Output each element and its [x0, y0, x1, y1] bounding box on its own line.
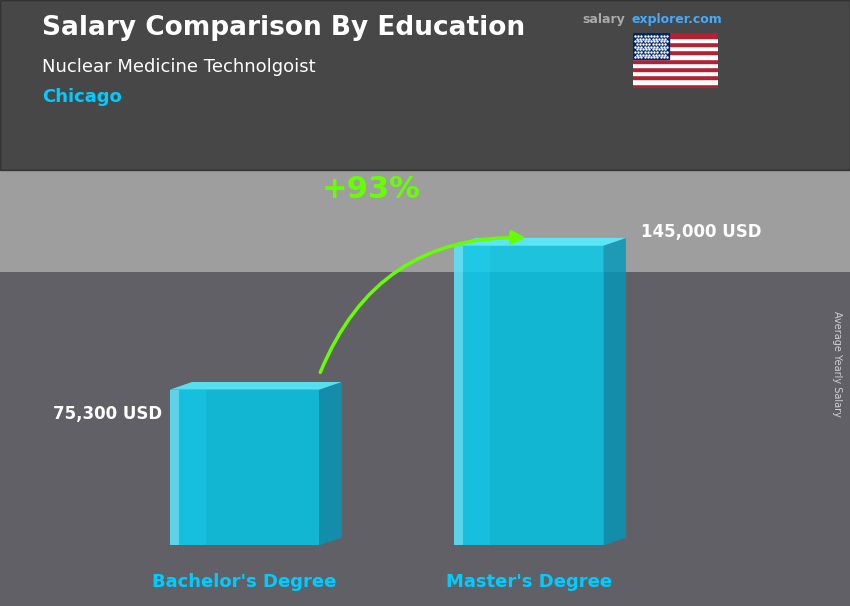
Polygon shape	[633, 67, 718, 71]
Polygon shape	[170, 382, 342, 390]
Polygon shape	[633, 75, 718, 79]
Polygon shape	[633, 59, 718, 62]
Text: Nuclear Medicine Technolgoist: Nuclear Medicine Technolgoist	[42, 58, 316, 76]
Polygon shape	[463, 245, 490, 545]
Text: Chicago: Chicago	[42, 88, 122, 106]
Polygon shape	[454, 245, 604, 545]
Polygon shape	[633, 79, 718, 84]
Text: Bachelor's Degree: Bachelor's Degree	[152, 573, 337, 591]
Text: Master's Degree: Master's Degree	[445, 573, 612, 591]
Polygon shape	[178, 390, 206, 545]
Text: Salary Comparison By Education: Salary Comparison By Education	[42, 15, 525, 41]
Polygon shape	[633, 50, 718, 55]
Polygon shape	[633, 55, 718, 59]
Text: +93%: +93%	[322, 175, 421, 204]
Polygon shape	[320, 382, 342, 545]
Polygon shape	[170, 390, 320, 545]
Text: salary: salary	[582, 13, 625, 26]
Polygon shape	[633, 33, 718, 38]
Polygon shape	[633, 84, 718, 88]
Polygon shape	[633, 62, 718, 67]
Polygon shape	[633, 46, 718, 50]
Polygon shape	[454, 238, 626, 245]
Text: 145,000 USD: 145,000 USD	[641, 222, 762, 241]
Text: 75,300 USD: 75,300 USD	[53, 405, 162, 424]
Text: explorer.com: explorer.com	[632, 13, 722, 26]
Polygon shape	[633, 38, 718, 42]
Polygon shape	[633, 71, 718, 75]
Polygon shape	[604, 238, 626, 545]
Text: Average Yearly Salary: Average Yearly Salary	[832, 311, 842, 416]
Polygon shape	[0, 0, 850, 170]
Polygon shape	[454, 245, 463, 545]
Polygon shape	[633, 33, 669, 59]
Polygon shape	[170, 390, 178, 545]
Polygon shape	[633, 42, 718, 46]
